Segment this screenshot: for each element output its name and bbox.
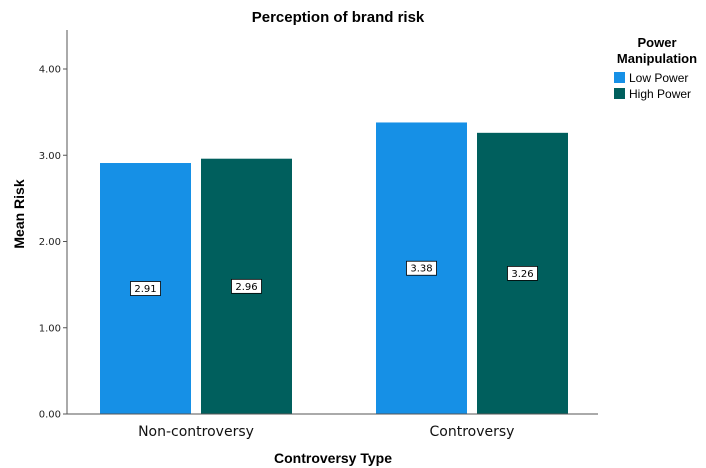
legend-swatch-high-power [614, 88, 625, 99]
y-tick-label: 1.00 [39, 323, 61, 334]
y-axis-title: Mean Risk [11, 179, 27, 248]
y-axis-ticks: 0.00 1.00 2.00 3.00 4.00 [39, 65, 67, 421]
y-tick-label: 4.00 [39, 65, 61, 76]
data-label: 3.26 [511, 269, 533, 280]
plot-area: 2.91 2.96 3.38 3.26 [100, 122, 568, 414]
data-label-box [507, 266, 538, 281]
legend-label-low-power: Low Power [629, 71, 688, 85]
legend-title-line2: Manipulation [617, 51, 697, 66]
legend-title-line1: Power [637, 35, 676, 50]
y-tick-label: 0.00 [39, 410, 61, 421]
legend-label-high-power: High Power [629, 87, 691, 101]
data-label-box [231, 278, 262, 294]
data-label-box [406, 260, 437, 276]
legend: Power Manipulation Low Power High Power [614, 35, 697, 101]
x-category-label: Non-controversy [138, 424, 254, 440]
x-axis-title: Controversy Type [274, 450, 392, 466]
y-tick-label: 2.00 [39, 237, 61, 248]
chart-title: Perception of brand risk [252, 9, 425, 26]
data-label-box [130, 281, 161, 296]
data-label: 2.91 [134, 284, 156, 295]
y-tick-label: 3.00 [39, 151, 61, 162]
x-axis-categories: Non-controversy Controversy [138, 424, 514, 440]
data-label: 3.38 [410, 264, 432, 275]
legend-swatch-low-power [614, 72, 625, 83]
data-label: 2.96 [235, 282, 257, 293]
x-category-label: Controversy [430, 424, 515, 440]
